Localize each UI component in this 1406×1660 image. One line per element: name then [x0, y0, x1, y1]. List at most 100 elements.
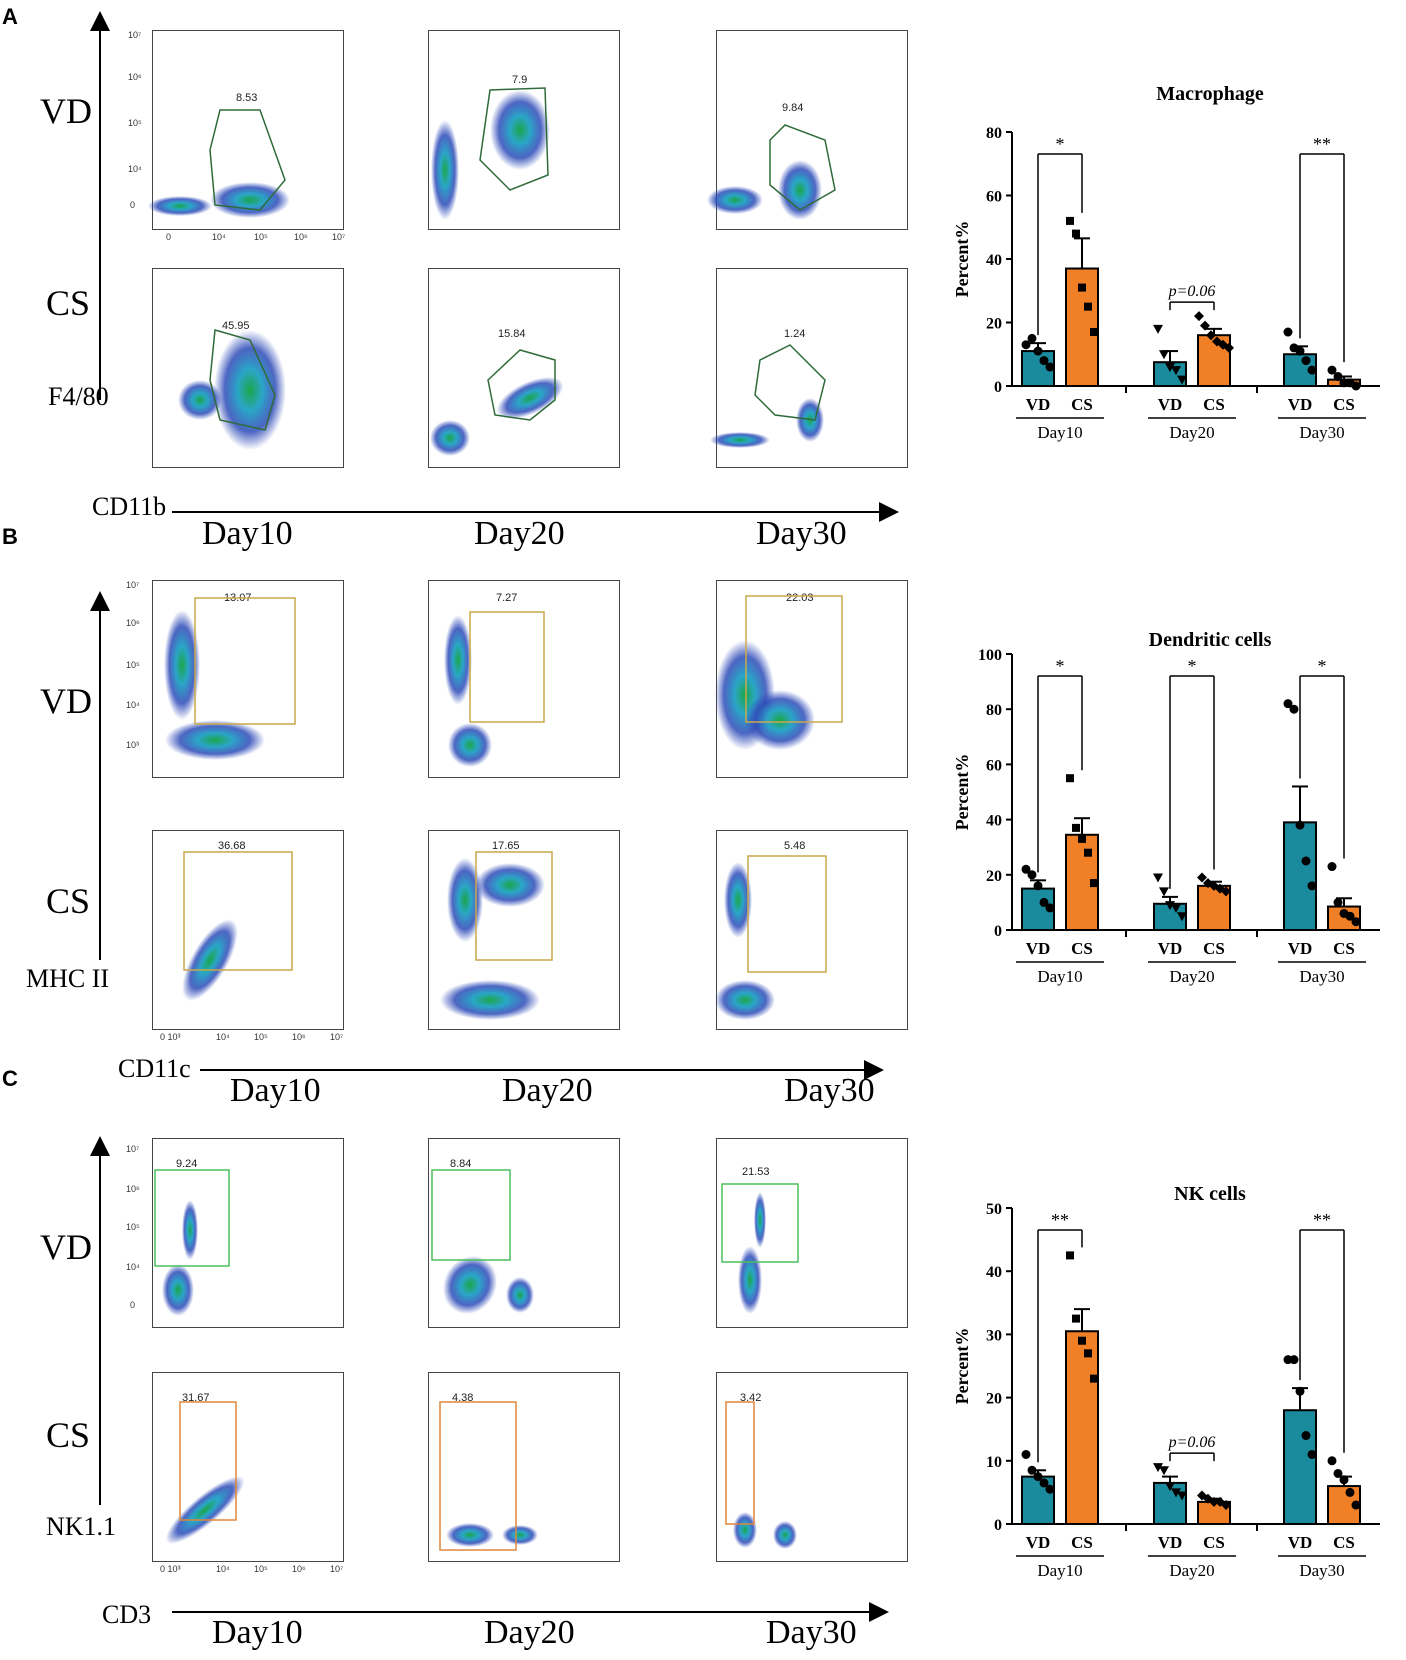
chart2-point	[1033, 881, 1043, 891]
chart2-bar-label: CS	[1071, 939, 1093, 958]
x-tick-c-3: 10⁶	[292, 1564, 306, 1574]
y-tick-b-4: 10⁷	[126, 580, 140, 590]
c-vd-day30-cells	[738, 1192, 766, 1314]
chart3-significance: p=0.06	[1168, 1434, 1216, 1451]
chart3-point	[1153, 1463, 1163, 1473]
chart3-bar-label: CS	[1071, 1533, 1093, 1552]
chart2-ytick-label: 20	[986, 868, 1002, 885]
chart3-point	[1072, 1314, 1080, 1323]
x-tick-a-4: 10⁷	[332, 232, 346, 242]
chart2-title: Dendritic cells	[1149, 629, 1272, 651]
chart1-point	[1283, 327, 1293, 337]
chart1-ytick-label: 60	[986, 189, 1002, 206]
gate-a-cs-day20	[487, 349, 556, 421]
chart1-significance: p=0.06	[1168, 283, 1216, 300]
c-cs-day30-cells	[733, 1512, 797, 1549]
gate-value-a-cs-day10: 45.95	[222, 320, 250, 332]
chart3-group-label: Day20	[1169, 1561, 1214, 1580]
y-tick-c-3: 10⁶	[126, 1184, 140, 1194]
chart2-point	[1327, 862, 1337, 872]
gate-value-b-cs-day10: 36.68	[218, 840, 246, 852]
chart1-point	[1153, 324, 1163, 334]
gate-c-cs-day30	[725, 1401, 755, 1525]
y-marker-a: F4/80	[48, 382, 109, 411]
chart3-bar-label: CS	[1203, 1533, 1225, 1552]
day-label-c-10: Day10	[212, 1614, 303, 1651]
a-cs-day20-cells	[430, 376, 564, 456]
chart3-point	[1165, 1482, 1175, 1492]
chart3-point	[1339, 1475, 1349, 1485]
chart1-bar-label: CS	[1333, 395, 1355, 414]
chart2-group-label: Day10	[1037, 967, 1082, 986]
x-tick-b-2: 10⁵	[254, 1032, 268, 1042]
chart1-point	[1165, 362, 1175, 372]
y-tick-c-4: 10⁷	[126, 1144, 140, 1154]
gate-value-c-cs-day30: 3.42	[740, 1392, 762, 1404]
x-tick-c-4: 10⁷	[330, 1564, 344, 1574]
gate-value-c-vd-day20: 8.84	[450, 1158, 472, 1170]
chart2-point	[1084, 848, 1092, 857]
x-tick-a-0: 0	[166, 232, 172, 242]
chart3-point	[1039, 1478, 1049, 1488]
chart1-bar-cs-day10	[1065, 267, 1099, 387]
chart1-point	[1224, 342, 1234, 353]
day-label-a-30: Day30	[756, 515, 847, 552]
chart3-significance: **	[1313, 1210, 1331, 1230]
panel-letter-b: B	[2, 524, 18, 549]
chart2-point	[1021, 864, 1031, 874]
chart2-bar-label: VD	[1158, 939, 1183, 958]
chart2-point	[1045, 903, 1055, 913]
chart1-group-label: Day20	[1169, 423, 1214, 442]
chart3-bar-vd-day10	[1021, 1475, 1055, 1525]
c-vd-day20-cells	[442, 1255, 534, 1315]
chart1-ytick-label: 20	[986, 316, 1002, 333]
x-tick-c-1: 10⁴	[216, 1564, 230, 1574]
chart3-point	[1345, 1487, 1355, 1497]
chart3-point	[1333, 1468, 1343, 1478]
gate-b-vd-day10	[194, 597, 296, 725]
chart1-bar-label: CS	[1071, 395, 1093, 414]
b-cs-day10-cells	[182, 919, 238, 1001]
chart2-point	[1177, 912, 1187, 922]
chart2-point	[1283, 699, 1293, 709]
row-label-a-cs: CS	[46, 283, 91, 323]
chart1-point	[1078, 283, 1086, 292]
chart3-bar-vd-day30	[1283, 1409, 1317, 1525]
chart1-point	[1194, 311, 1204, 322]
gate-a-vd-day30	[769, 124, 836, 211]
x-marker-c: CD3	[102, 1600, 152, 1629]
chart2-bar-label: VD	[1026, 939, 1051, 958]
chart3-bar-label: VD	[1158, 1533, 1183, 1552]
chart1-point	[1066, 216, 1074, 225]
y-tick-a-2: 10⁵	[128, 118, 142, 128]
chart3-point	[1078, 1336, 1086, 1345]
gate-value-c-cs-day10: 31.67	[182, 1392, 210, 1404]
chart2-point	[1221, 886, 1231, 897]
gate-b-vd-day20	[469, 611, 545, 723]
gate-value-b-cs-day30: 5.48	[784, 840, 806, 852]
y-tick-a-1: 10⁴	[128, 164, 142, 174]
b-vd-day10-cells	[164, 610, 265, 760]
chart2-point	[1066, 774, 1074, 783]
chart3-point	[1021, 1449, 1031, 1459]
chart3-point	[1351, 1500, 1361, 1510]
day-label-b-20: Day20	[502, 1072, 593, 1109]
chart2-point	[1165, 901, 1175, 911]
chart1-point	[1295, 346, 1305, 356]
row-label-a-vd: VD	[40, 91, 92, 131]
panel-letter-a: A	[2, 4, 18, 29]
gate-value-a-cs-day30: 1.24	[784, 328, 806, 340]
chart2-point	[1090, 879, 1098, 888]
chart2-point	[1351, 917, 1361, 927]
chart3-point	[1045, 1484, 1055, 1494]
chart3-point	[1084, 1349, 1092, 1358]
chart3-point	[1301, 1431, 1311, 1441]
chart2-bar-label: CS	[1203, 939, 1225, 958]
day-label-c-20: Day20	[484, 1614, 575, 1651]
gate-a-vd-day20	[479, 87, 549, 191]
chart3-point	[1307, 1449, 1317, 1459]
y-tick-a-3: 10⁶	[128, 72, 142, 82]
gate-b-cs-day10	[183, 851, 293, 971]
chart2-point	[1345, 911, 1355, 921]
b-vd-day20-cells	[444, 615, 492, 767]
